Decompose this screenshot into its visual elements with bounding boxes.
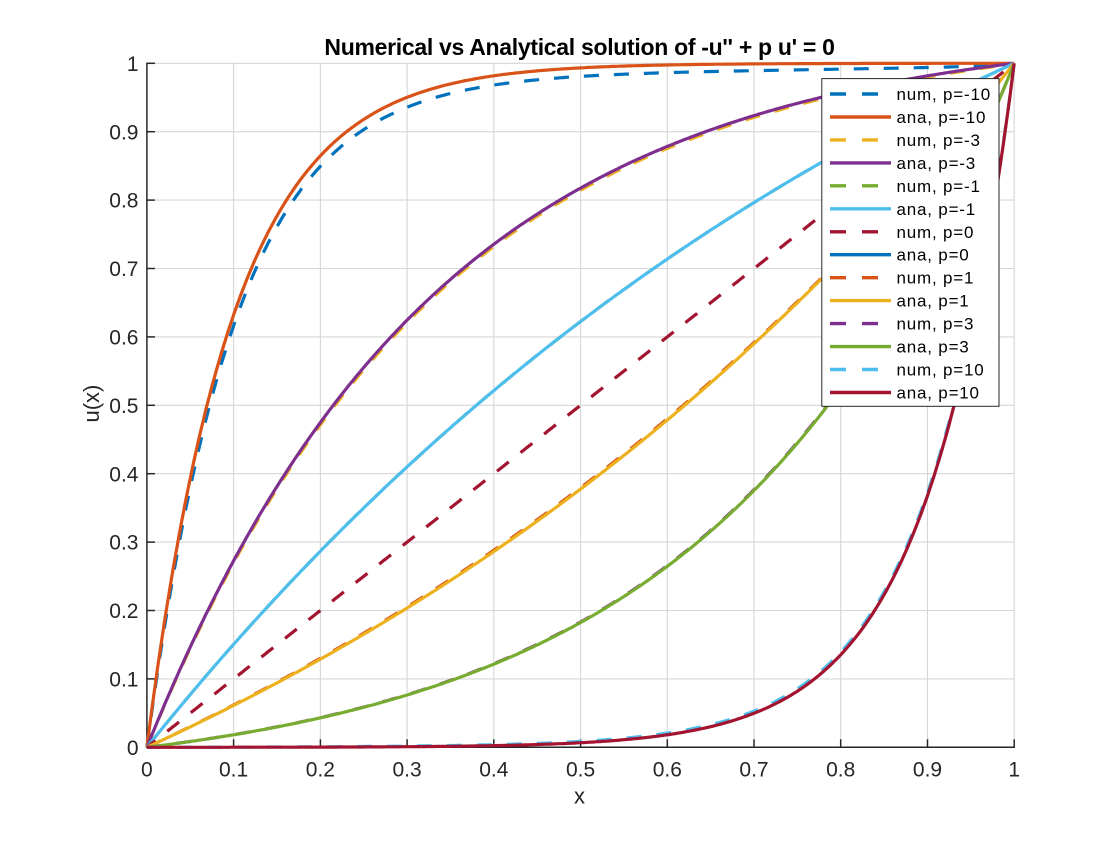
svg-text:0.5: 0.5 [109,395,138,418]
svg-text:0.8: 0.8 [826,759,855,782]
svg-text:0.4: 0.4 [109,463,139,486]
svg-text:ana, p=-1: ana, p=-1 [897,200,977,219]
svg-text:0.1: 0.1 [219,759,248,782]
svg-text:ana, p=-10: ana, p=-10 [897,108,987,127]
svg-text:ana, p=0: ana, p=0 [897,246,970,265]
svg-text:ana, p=-3: ana, p=-3 [897,154,977,173]
svg-text:0.2: 0.2 [306,759,335,782]
svg-text:num, p=1: num, p=1 [897,269,975,288]
svg-text:0.9: 0.9 [913,759,942,782]
svg-text:0: 0 [127,737,139,760]
svg-text:ana, p=1: ana, p=1 [897,292,970,311]
svg-text:num, p=3: num, p=3 [897,315,975,334]
svg-text:0: 0 [141,759,153,782]
svg-text:ana, p=10: ana, p=10 [897,384,980,403]
svg-text:0.4: 0.4 [479,759,509,782]
svg-text:num, p=-10: num, p=-10 [897,85,991,104]
svg-text:u(x): u(x) [79,385,104,423]
svg-text:0.1: 0.1 [109,669,138,692]
svg-text:num, p=0: num, p=0 [897,223,975,242]
svg-text:1: 1 [127,53,139,76]
svg-text:0.5: 0.5 [566,759,595,782]
svg-text:0.3: 0.3 [109,532,138,555]
svg-text:num, p=10: num, p=10 [897,361,985,380]
svg-text:num, p=-3: num, p=-3 [897,131,981,150]
svg-text:0.3: 0.3 [392,759,421,782]
svg-text:x: x [574,784,585,809]
svg-text:0.7: 0.7 [109,258,138,281]
svg-text:ana, p=3: ana, p=3 [897,338,970,357]
svg-text:0.9: 0.9 [109,121,138,144]
svg-text:0.8: 0.8 [109,190,138,213]
svg-text:num, p=-1: num, p=-1 [897,177,981,196]
svg-text:Numerical vs Analytical soluti: Numerical vs Analytical solution of -u''… [324,34,834,60]
svg-text:1: 1 [1008,759,1020,782]
svg-text:0.7: 0.7 [739,759,768,782]
svg-text:0.6: 0.6 [653,759,682,782]
svg-text:0.6: 0.6 [109,327,138,350]
svg-text:0.2: 0.2 [109,600,138,623]
